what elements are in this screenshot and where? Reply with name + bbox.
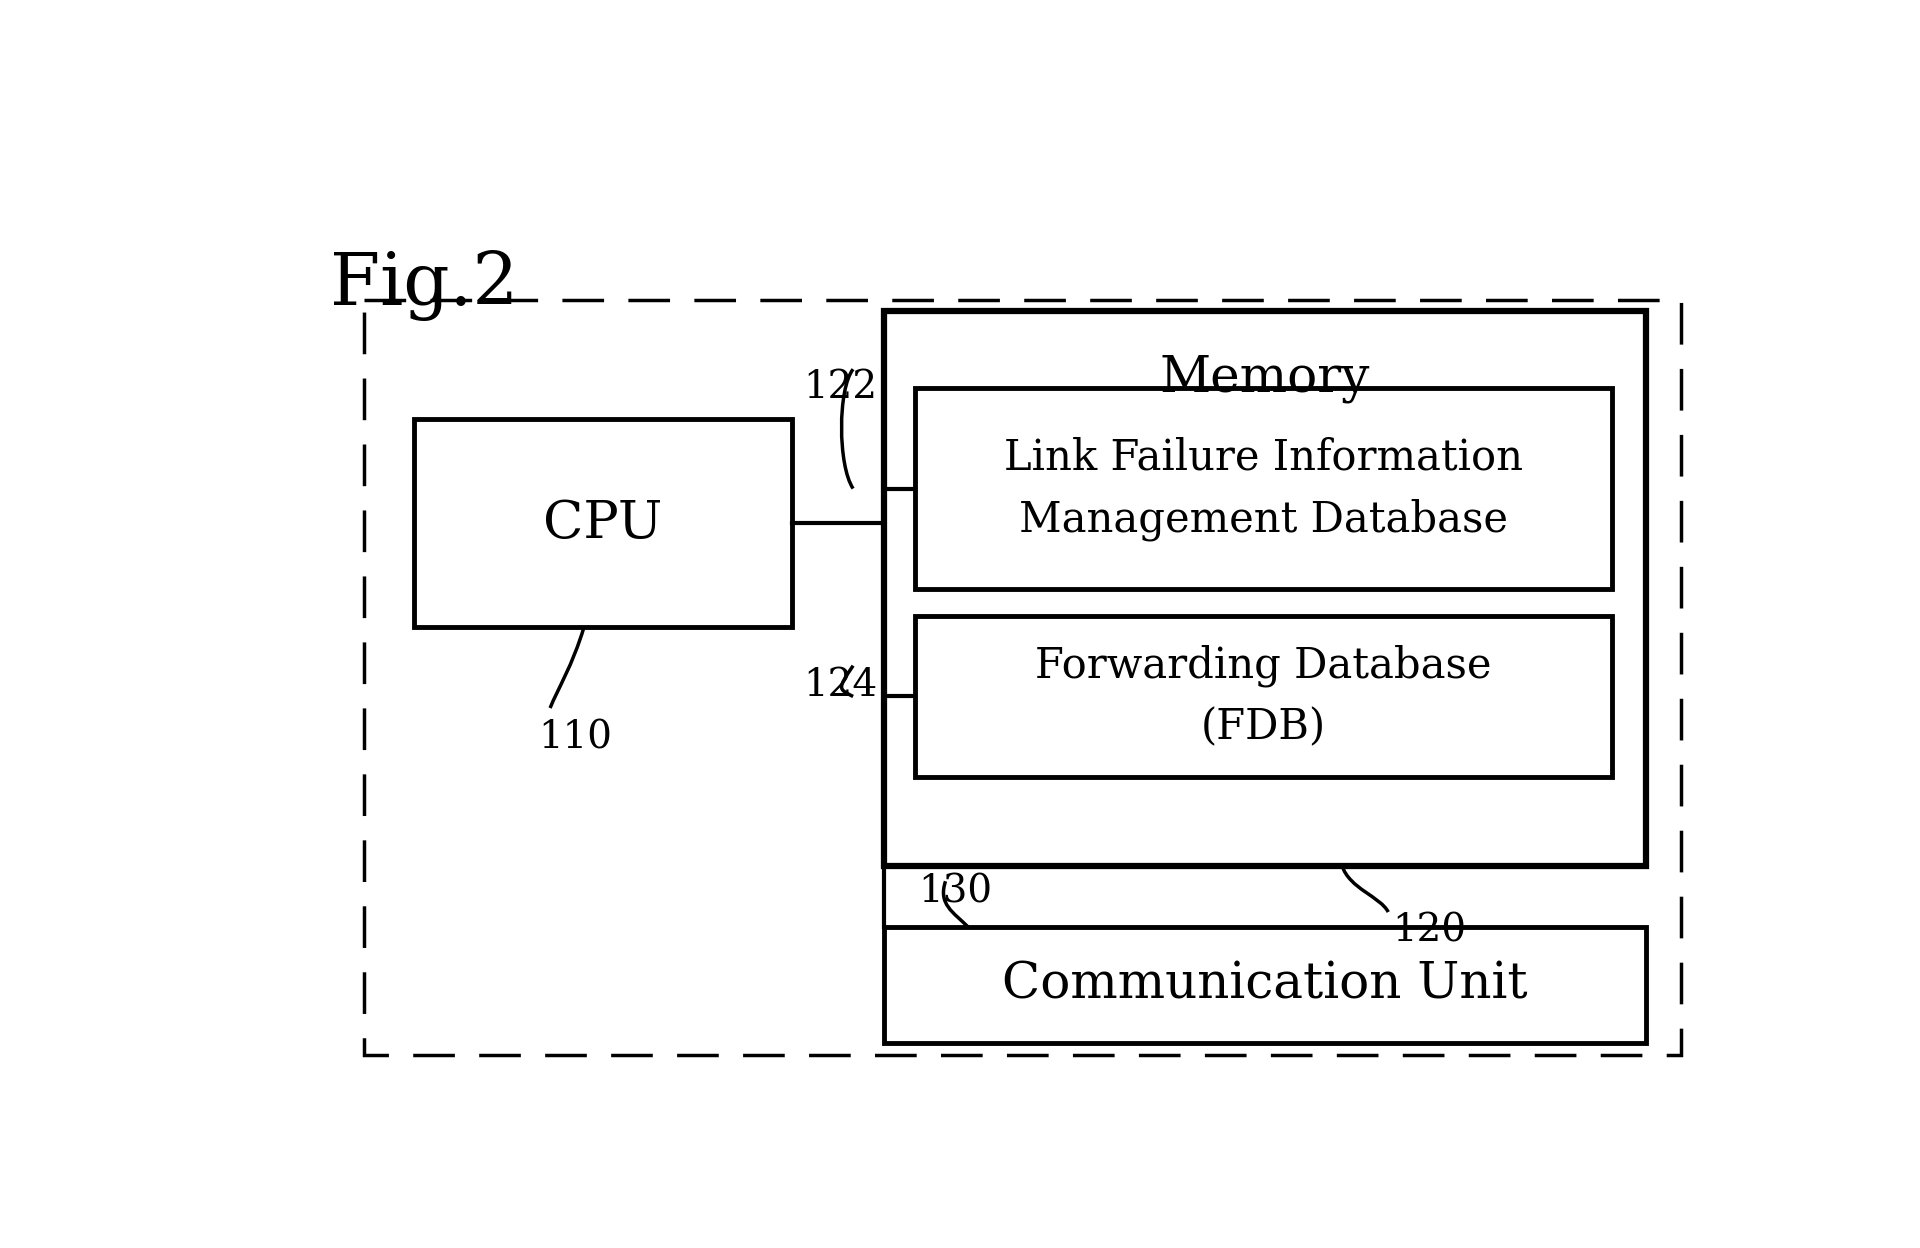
Text: Link Failure Information
Management Database: Link Failure Information Management Data… [1004, 437, 1523, 540]
Bar [415, 419, 791, 628]
Bar [883, 927, 1645, 1043]
Text: 122: 122 [803, 369, 877, 406]
Bar [914, 615, 1611, 778]
Text: Communication Unit: Communication Unit [1002, 961, 1528, 1010]
Text: 130: 130 [918, 874, 993, 911]
Text: Memory: Memory [1160, 354, 1371, 403]
Text: 110: 110 [538, 720, 612, 756]
Text: Forwarding Database
(FDB): Forwarding Database (FDB) [1035, 644, 1492, 749]
Text: 124: 124 [803, 668, 877, 704]
Bar [914, 388, 1611, 589]
Bar [365, 300, 1680, 1055]
Text: Fig.2: Fig.2 [330, 250, 518, 321]
Text: 120: 120 [1392, 912, 1467, 948]
Text: CPU: CPU [543, 498, 662, 549]
Bar [883, 312, 1645, 866]
